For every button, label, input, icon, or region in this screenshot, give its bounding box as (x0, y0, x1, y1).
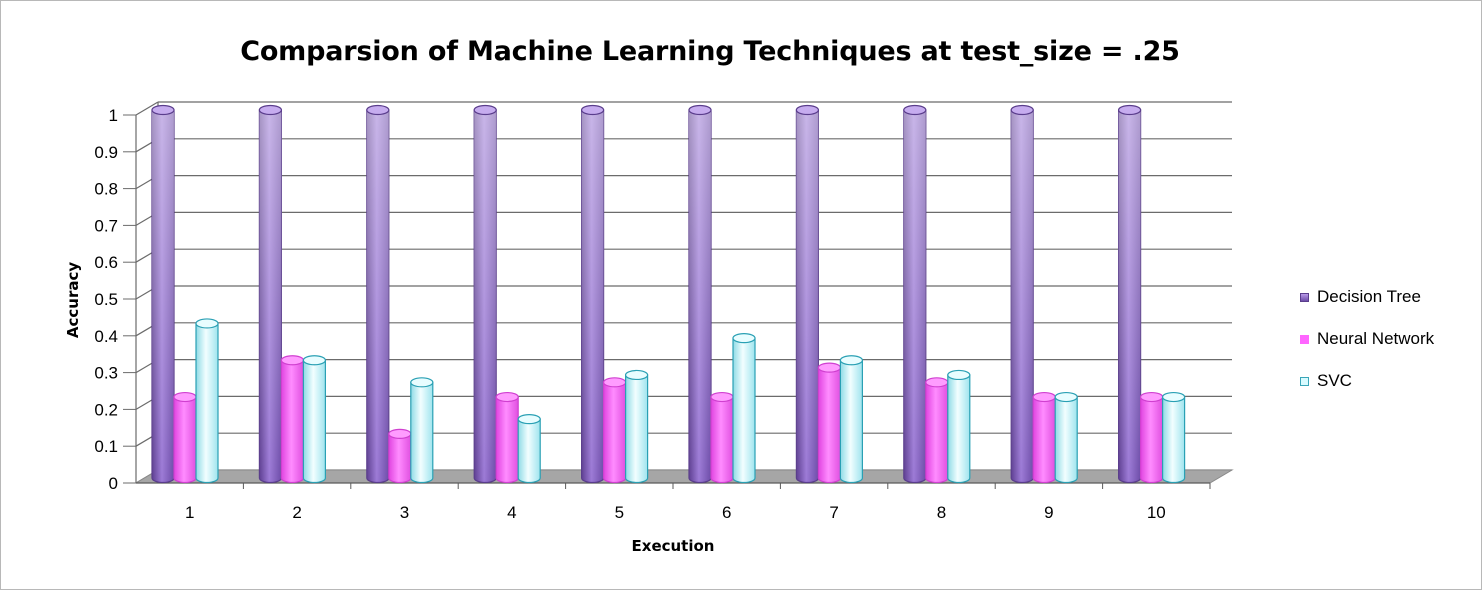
bar (710, 391, 734, 484)
bar (1010, 104, 1034, 484)
y-tick-label: 0.9 (94, 143, 118, 162)
gridline (135, 101, 1232, 116)
bar (1117, 104, 1142, 484)
gridline (135, 322, 1232, 337)
y-tick-label: 0 (109, 474, 118, 493)
x-tick-label: 3 (400, 503, 409, 522)
gridline (135, 211, 1232, 226)
legend-item-svc: SVC (1300, 360, 1434, 402)
bar (258, 104, 282, 484)
bar (839, 355, 864, 484)
legend-label: SVC (1317, 371, 1352, 390)
y-tick-label: 1 (109, 106, 118, 125)
y-tick-label: 0.3 (94, 364, 118, 383)
bar (624, 369, 649, 484)
legend-swatch-decision-tree (1300, 292, 1309, 302)
x-tick-label: 2 (292, 503, 301, 522)
x-tick-label: 1 (185, 503, 194, 522)
y-tick-label: 0.6 (94, 253, 118, 272)
x-tick-label: 10 (1147, 503, 1166, 522)
y-tick-label: 0.1 (94, 437, 118, 456)
bar (817, 362, 842, 484)
legend-swatch-neural-network (1300, 334, 1309, 344)
gridline (135, 175, 1232, 190)
bar (173, 391, 197, 484)
x-tick-label: 4 (507, 503, 516, 522)
bar (366, 104, 390, 484)
legend-item-neural-network: Neural Network (1300, 318, 1434, 360)
legend-item-decision-tree: Decision Tree (1300, 276, 1434, 318)
bar (517, 414, 541, 484)
bar (947, 369, 971, 484)
bar (1032, 391, 1056, 484)
x-axis-label: Execution (632, 537, 715, 555)
y-axis-label: Accuracy (64, 262, 82, 338)
y-tick-label: 0.2 (94, 400, 118, 419)
y-tick-label: 0.8 (94, 180, 118, 199)
x-axis-ticks: 1 2 3 4 5 6 7 8 9 10 (185, 483, 1211, 522)
bar (602, 377, 627, 484)
bar (1139, 391, 1164, 484)
bar (495, 391, 519, 484)
gridline (135, 285, 1232, 300)
bars (151, 104, 1186, 484)
gridline (135, 248, 1232, 263)
bar (151, 104, 175, 484)
legend: Decision Tree Neural Network SVC (1300, 276, 1434, 402)
bar (410, 377, 434, 484)
bar (925, 377, 949, 484)
x-tick-label: 5 (615, 503, 624, 522)
legend-label: Neural Network (1317, 329, 1435, 348)
legend-label: Decision Tree (1317, 287, 1421, 306)
y-tick-label: 0.4 (94, 327, 118, 346)
bar (1161, 391, 1186, 484)
bar (302, 355, 326, 484)
y-tick-label: 0.5 (94, 290, 118, 309)
legend-swatch-svc (1300, 376, 1309, 386)
bar (795, 104, 820, 484)
x-tick-label: 8 (937, 503, 946, 522)
bar (1054, 391, 1078, 484)
bar (280, 355, 304, 484)
bar (732, 333, 756, 484)
x-tick-label: 6 (722, 503, 731, 522)
bar (903, 104, 927, 484)
bar (473, 104, 497, 484)
chart-title: Comparsion of Machine Learning Technique… (240, 36, 1180, 67)
y-axis-ticks: 0 0.1 0.2 0.3 0.4 0.5 0.6 0.7 0.8 0.9 1 (94, 106, 136, 493)
bar (688, 104, 712, 484)
bar (388, 428, 412, 484)
x-tick-label: 9 (1044, 503, 1053, 522)
bar (580, 104, 605, 484)
x-tick-label: 7 (829, 503, 838, 522)
gridline (135, 138, 1232, 153)
bar (195, 318, 219, 484)
y-tick-label: 0.7 (94, 216, 118, 235)
